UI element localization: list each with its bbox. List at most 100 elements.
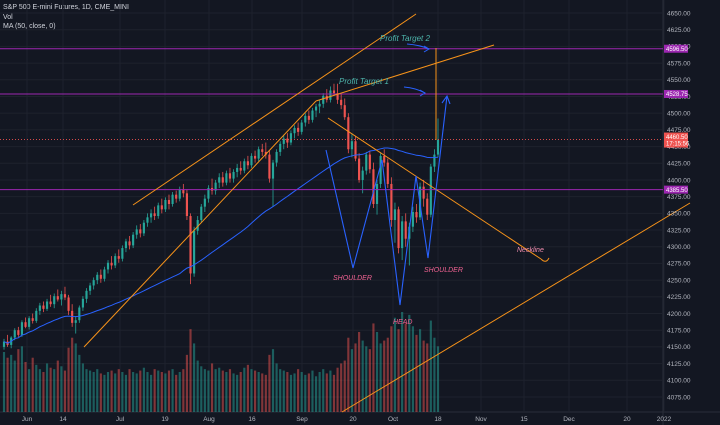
- candle-body: [214, 182, 217, 191]
- candle-body: [279, 143, 282, 152]
- candle-body: [422, 186, 425, 199]
- candle-body: [322, 95, 325, 104]
- volume-bar: [207, 370, 210, 412]
- price-tick-label: 4575.00: [667, 60, 691, 67]
- volume-bar: [139, 370, 142, 412]
- volume-bar: [89, 370, 92, 412]
- volume-bar: [239, 372, 242, 412]
- time-tick-label: Oct: [388, 416, 398, 423]
- price-tick-label: 4125.00: [667, 361, 691, 368]
- volume-bar: [422, 340, 425, 412]
- volume-bar: [250, 369, 253, 412]
- volume-bar: [71, 337, 74, 412]
- candle-body: [379, 155, 382, 184]
- right-shoulder-label: SHOULDER: [424, 267, 463, 274]
- candle-body: [110, 262, 113, 266]
- volume-bar: [214, 369, 217, 412]
- candle-body: [433, 154, 436, 167]
- volume-bar: [340, 363, 343, 412]
- price-tick-label: 4650.00: [667, 10, 691, 17]
- volume-bar: [293, 373, 296, 412]
- candle-body: [49, 301, 52, 305]
- candle-body: [175, 194, 178, 199]
- volume-bar: [60, 366, 63, 412]
- price-tick-label: 4500.00: [667, 110, 691, 117]
- target-1-arrow-head: [419, 89, 426, 97]
- volume-bar: [304, 374, 307, 412]
- volume-bar: [386, 337, 389, 412]
- volume-bar: [354, 343, 357, 412]
- candle-body: [207, 187, 210, 199]
- price-tick-label: 4225.00: [667, 294, 691, 301]
- volume-bar: [28, 369, 31, 412]
- candle-body: [200, 206, 203, 221]
- candle-body: [193, 230, 196, 274]
- volume-bar: [257, 372, 260, 412]
- candle-body: [390, 183, 393, 221]
- volume-bar: [200, 366, 203, 412]
- candle-body: [106, 262, 110, 270]
- volume-bar: [20, 346, 24, 412]
- candle-body: [286, 138, 289, 143]
- candle-body: [196, 220, 199, 231]
- level-price-tag: [664, 44, 688, 53]
- candle-body: [393, 209, 397, 221]
- volume-bar: [103, 374, 106, 412]
- volume-bar: [264, 374, 267, 412]
- volume-bar: [114, 373, 117, 412]
- volume-bar: [49, 367, 52, 412]
- candle-body: [343, 105, 346, 118]
- volume-bar: [146, 372, 149, 412]
- volume-bar: [397, 329, 400, 412]
- candle-body: [340, 99, 343, 106]
- volume-bar: [53, 369, 56, 412]
- candle-body: [375, 183, 379, 204]
- volume-bar: [375, 332, 379, 412]
- candle-body: [67, 297, 70, 311]
- volume-bar: [322, 369, 325, 412]
- candle-body: [289, 133, 293, 143]
- candle-body: [253, 155, 257, 159]
- volume-bar: [149, 374, 153, 412]
- candle-body: [99, 274, 102, 279]
- volume-bar: [314, 376, 318, 412]
- channel-extension-line: [315, 44, 495, 102]
- volume-bar: [279, 369, 282, 412]
- price-tick-label: 4200.00: [667, 311, 691, 318]
- candle-body: [297, 127, 300, 132]
- volume-bar: [160, 372, 163, 412]
- candle-body: [318, 103, 321, 107]
- candle-body: [311, 110, 314, 120]
- head-label: HEAD: [393, 319, 412, 326]
- candle-body: [332, 90, 336, 94]
- price-axis: 4650.004625.004600.004575.004550.004525.…: [667, 10, 691, 401]
- volume-bar: [42, 372, 45, 412]
- level-price-tag-label: 4596.50: [666, 47, 688, 53]
- time-tick-label: 2022: [657, 416, 672, 423]
- time-tick-label: 14: [59, 416, 67, 423]
- price-tick-label: 4425.00: [667, 161, 691, 168]
- time-tick-label: Nov: [475, 416, 487, 423]
- candle-body: [246, 161, 249, 166]
- candle-body: [429, 166, 432, 215]
- candle-body: [81, 298, 84, 308]
- candle-body: [307, 115, 310, 120]
- candle-body: [383, 155, 386, 163]
- time-tick-label: 15: [520, 416, 528, 423]
- volume-bar: [153, 369, 156, 412]
- candle-body: [85, 290, 88, 299]
- candle-body: [38, 305, 41, 311]
- volume-bar: [297, 369, 300, 412]
- candle-body: [35, 310, 38, 321]
- volume-bar: [300, 372, 303, 412]
- last-price-tag: [664, 132, 688, 148]
- price-tick-label: 4300.00: [667, 244, 691, 251]
- time-tick-label: 20: [349, 416, 357, 423]
- volume-bar: [167, 370, 171, 412]
- volume-bar: [383, 340, 386, 412]
- volume-bar: [171, 369, 174, 412]
- time-tick-label: Aug: [203, 416, 215, 423]
- candle-body: [114, 256, 117, 266]
- volume-bar: [203, 369, 206, 412]
